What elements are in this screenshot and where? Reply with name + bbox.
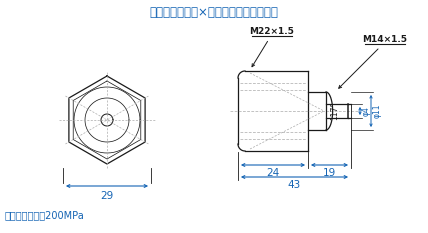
Text: φ4: φ4: [362, 106, 371, 116]
Text: M14×1.5: M14×1.5: [363, 35, 407, 44]
Text: 24: 24: [266, 168, 279, 178]
Text: 最高使用圧力：200MPa: 最高使用圧力：200MPa: [5, 210, 85, 220]
Text: 29: 29: [101, 191, 113, 201]
Text: 19: 19: [323, 168, 336, 178]
Text: M22×1.5: M22×1.5: [250, 27, 294, 36]
Text: φ11: φ11: [373, 104, 382, 118]
Text: 117°: 117°: [330, 102, 339, 120]
Text: 43: 43: [288, 180, 301, 190]
Text: ＦＭＳＵ－２２×１４メスオスソケット: ＦＭＳＵ－２２×１４メスオスソケット: [149, 6, 279, 18]
